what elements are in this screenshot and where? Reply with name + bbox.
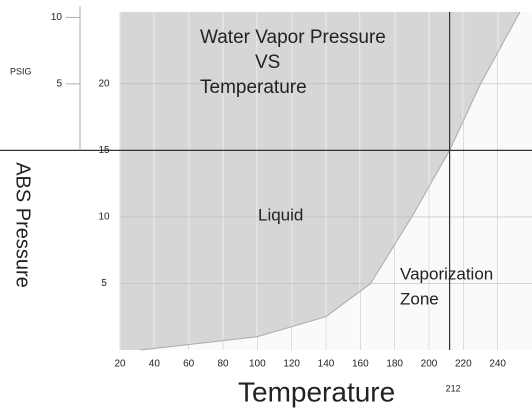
- x-axis-label: Temperature: [238, 376, 395, 407]
- y2-tick-label: 5: [56, 78, 62, 89]
- x-tick-label: 160: [352, 359, 369, 370]
- y-axis-label: ABS Pressure: [12, 162, 34, 288]
- x-tick-label: 60: [183, 359, 195, 370]
- x-tick-label: 40: [149, 359, 161, 370]
- chart-title: Water Vapor Pressure: [200, 27, 386, 48]
- y-tick-label: 20: [98, 78, 110, 89]
- x-tick-label: 140: [318, 359, 335, 370]
- x-tick-label: 180: [386, 359, 403, 370]
- x-tick-label: 20: [114, 359, 126, 370]
- x-tick-label: 80: [217, 359, 229, 370]
- liquid-area: [120, 12, 520, 350]
- y-tick-label: 15: [98, 145, 110, 156]
- y2-axis-label: PSIG: [10, 66, 32, 76]
- y-tick-label: 5: [101, 278, 107, 289]
- y2-tick-label: 10: [51, 12, 63, 23]
- x-tick-label: 200: [421, 359, 438, 370]
- x-tick-label: 100: [249, 359, 266, 370]
- chart-title: VS: [255, 52, 280, 73]
- x-tick-label: 120: [283, 359, 300, 370]
- vapor-curve: [140, 11, 521, 351]
- region-label: Zone: [400, 289, 439, 308]
- region-label: Vaporization: [400, 264, 493, 283]
- chart-title: Temperature: [200, 77, 307, 98]
- vline-label: 212: [446, 383, 461, 393]
- x-tick-label: 220: [455, 359, 472, 370]
- y-tick-label: 10: [98, 212, 110, 223]
- x-tick-label: 240: [489, 359, 506, 370]
- region-label: Liquid: [258, 205, 303, 224]
